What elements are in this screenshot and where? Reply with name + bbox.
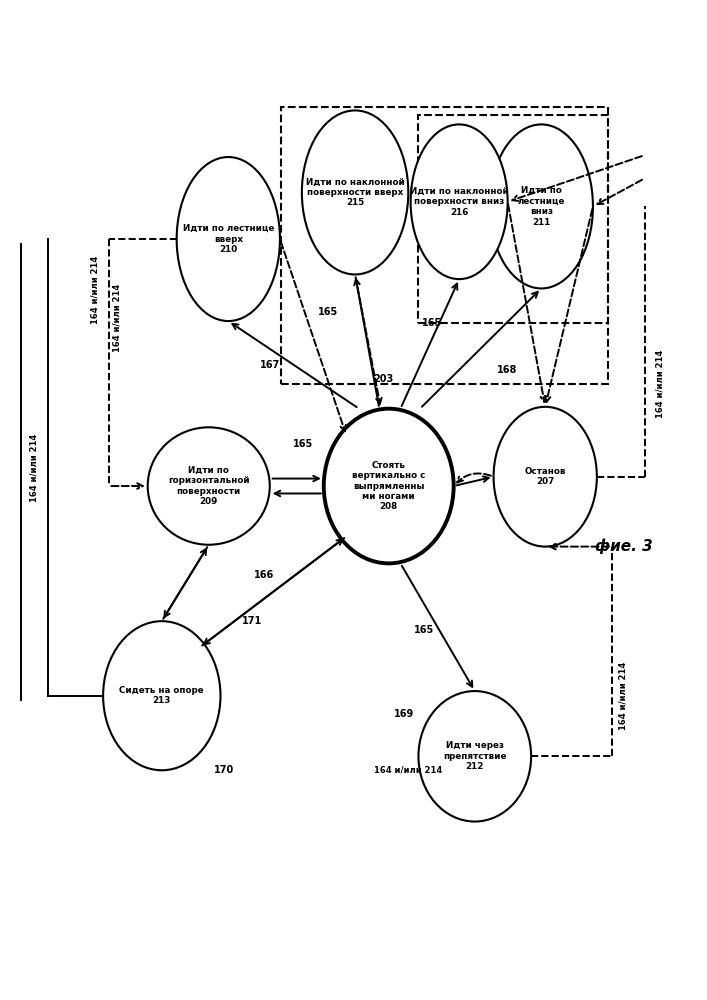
Ellipse shape <box>302 110 408 274</box>
Ellipse shape <box>490 124 593 288</box>
Text: Сидеть на опоре
213: Сидеть на опоре 213 <box>119 686 204 705</box>
Ellipse shape <box>148 427 270 545</box>
Text: 169: 169 <box>395 709 414 719</box>
Text: 165: 165 <box>318 307 339 317</box>
Text: 166: 166 <box>255 570 274 580</box>
Text: 164 и/или 214: 164 и/или 214 <box>374 766 443 775</box>
Text: Останов
207: Останов 207 <box>525 467 566 486</box>
Ellipse shape <box>177 157 280 321</box>
Text: фие. 3: фие. 3 <box>595 539 653 554</box>
Text: 165: 165 <box>414 625 434 635</box>
Text: Идти через
препятствие
212: Идти через препятствие 212 <box>443 741 506 771</box>
Bar <box>281 107 608 384</box>
Text: 167: 167 <box>259 360 280 370</box>
Text: 171: 171 <box>242 616 262 626</box>
Text: 203: 203 <box>373 374 393 384</box>
Text: 165: 165 <box>422 318 443 328</box>
Text: 164 и/или 214: 164 и/или 214 <box>619 662 628 730</box>
Ellipse shape <box>411 124 508 279</box>
Text: Идти по наклонной
поверхности вверх
215: Идти по наклонной поверхности вверх 215 <box>305 178 404 207</box>
Text: 164 и/или 214: 164 и/или 214 <box>655 349 665 418</box>
Text: Стоять
вертикально с
выпрямленны
ми ногами
208: Стоять вертикально с выпрямленны ми нога… <box>352 461 426 511</box>
Text: 164 и/или 214: 164 и/или 214 <box>30 433 39 502</box>
Text: 170: 170 <box>214 765 235 775</box>
Text: 168: 168 <box>497 365 517 375</box>
Text: 164 и/или 214: 164 и/или 214 <box>112 284 122 352</box>
Bar <box>418 115 608 323</box>
Ellipse shape <box>493 407 597 547</box>
Text: Идти по
лестнице
вниз
211: Идти по лестнице вниз 211 <box>518 186 565 227</box>
Text: Идти по наклонной
поверхности вниз
216: Идти по наклонной поверхности вниз 216 <box>410 187 508 217</box>
Text: Идти по
горизонтальной
поверхности
209: Идти по горизонтальной поверхности 209 <box>168 466 250 506</box>
Text: Идти по лестнице
вверх
210: Идти по лестнице вверх 210 <box>182 224 274 254</box>
Text: 164 и/или 214: 164 и/или 214 <box>90 256 100 324</box>
Ellipse shape <box>103 621 221 770</box>
Ellipse shape <box>324 409 454 563</box>
Ellipse shape <box>419 691 531 822</box>
Text: 165: 165 <box>293 439 312 449</box>
